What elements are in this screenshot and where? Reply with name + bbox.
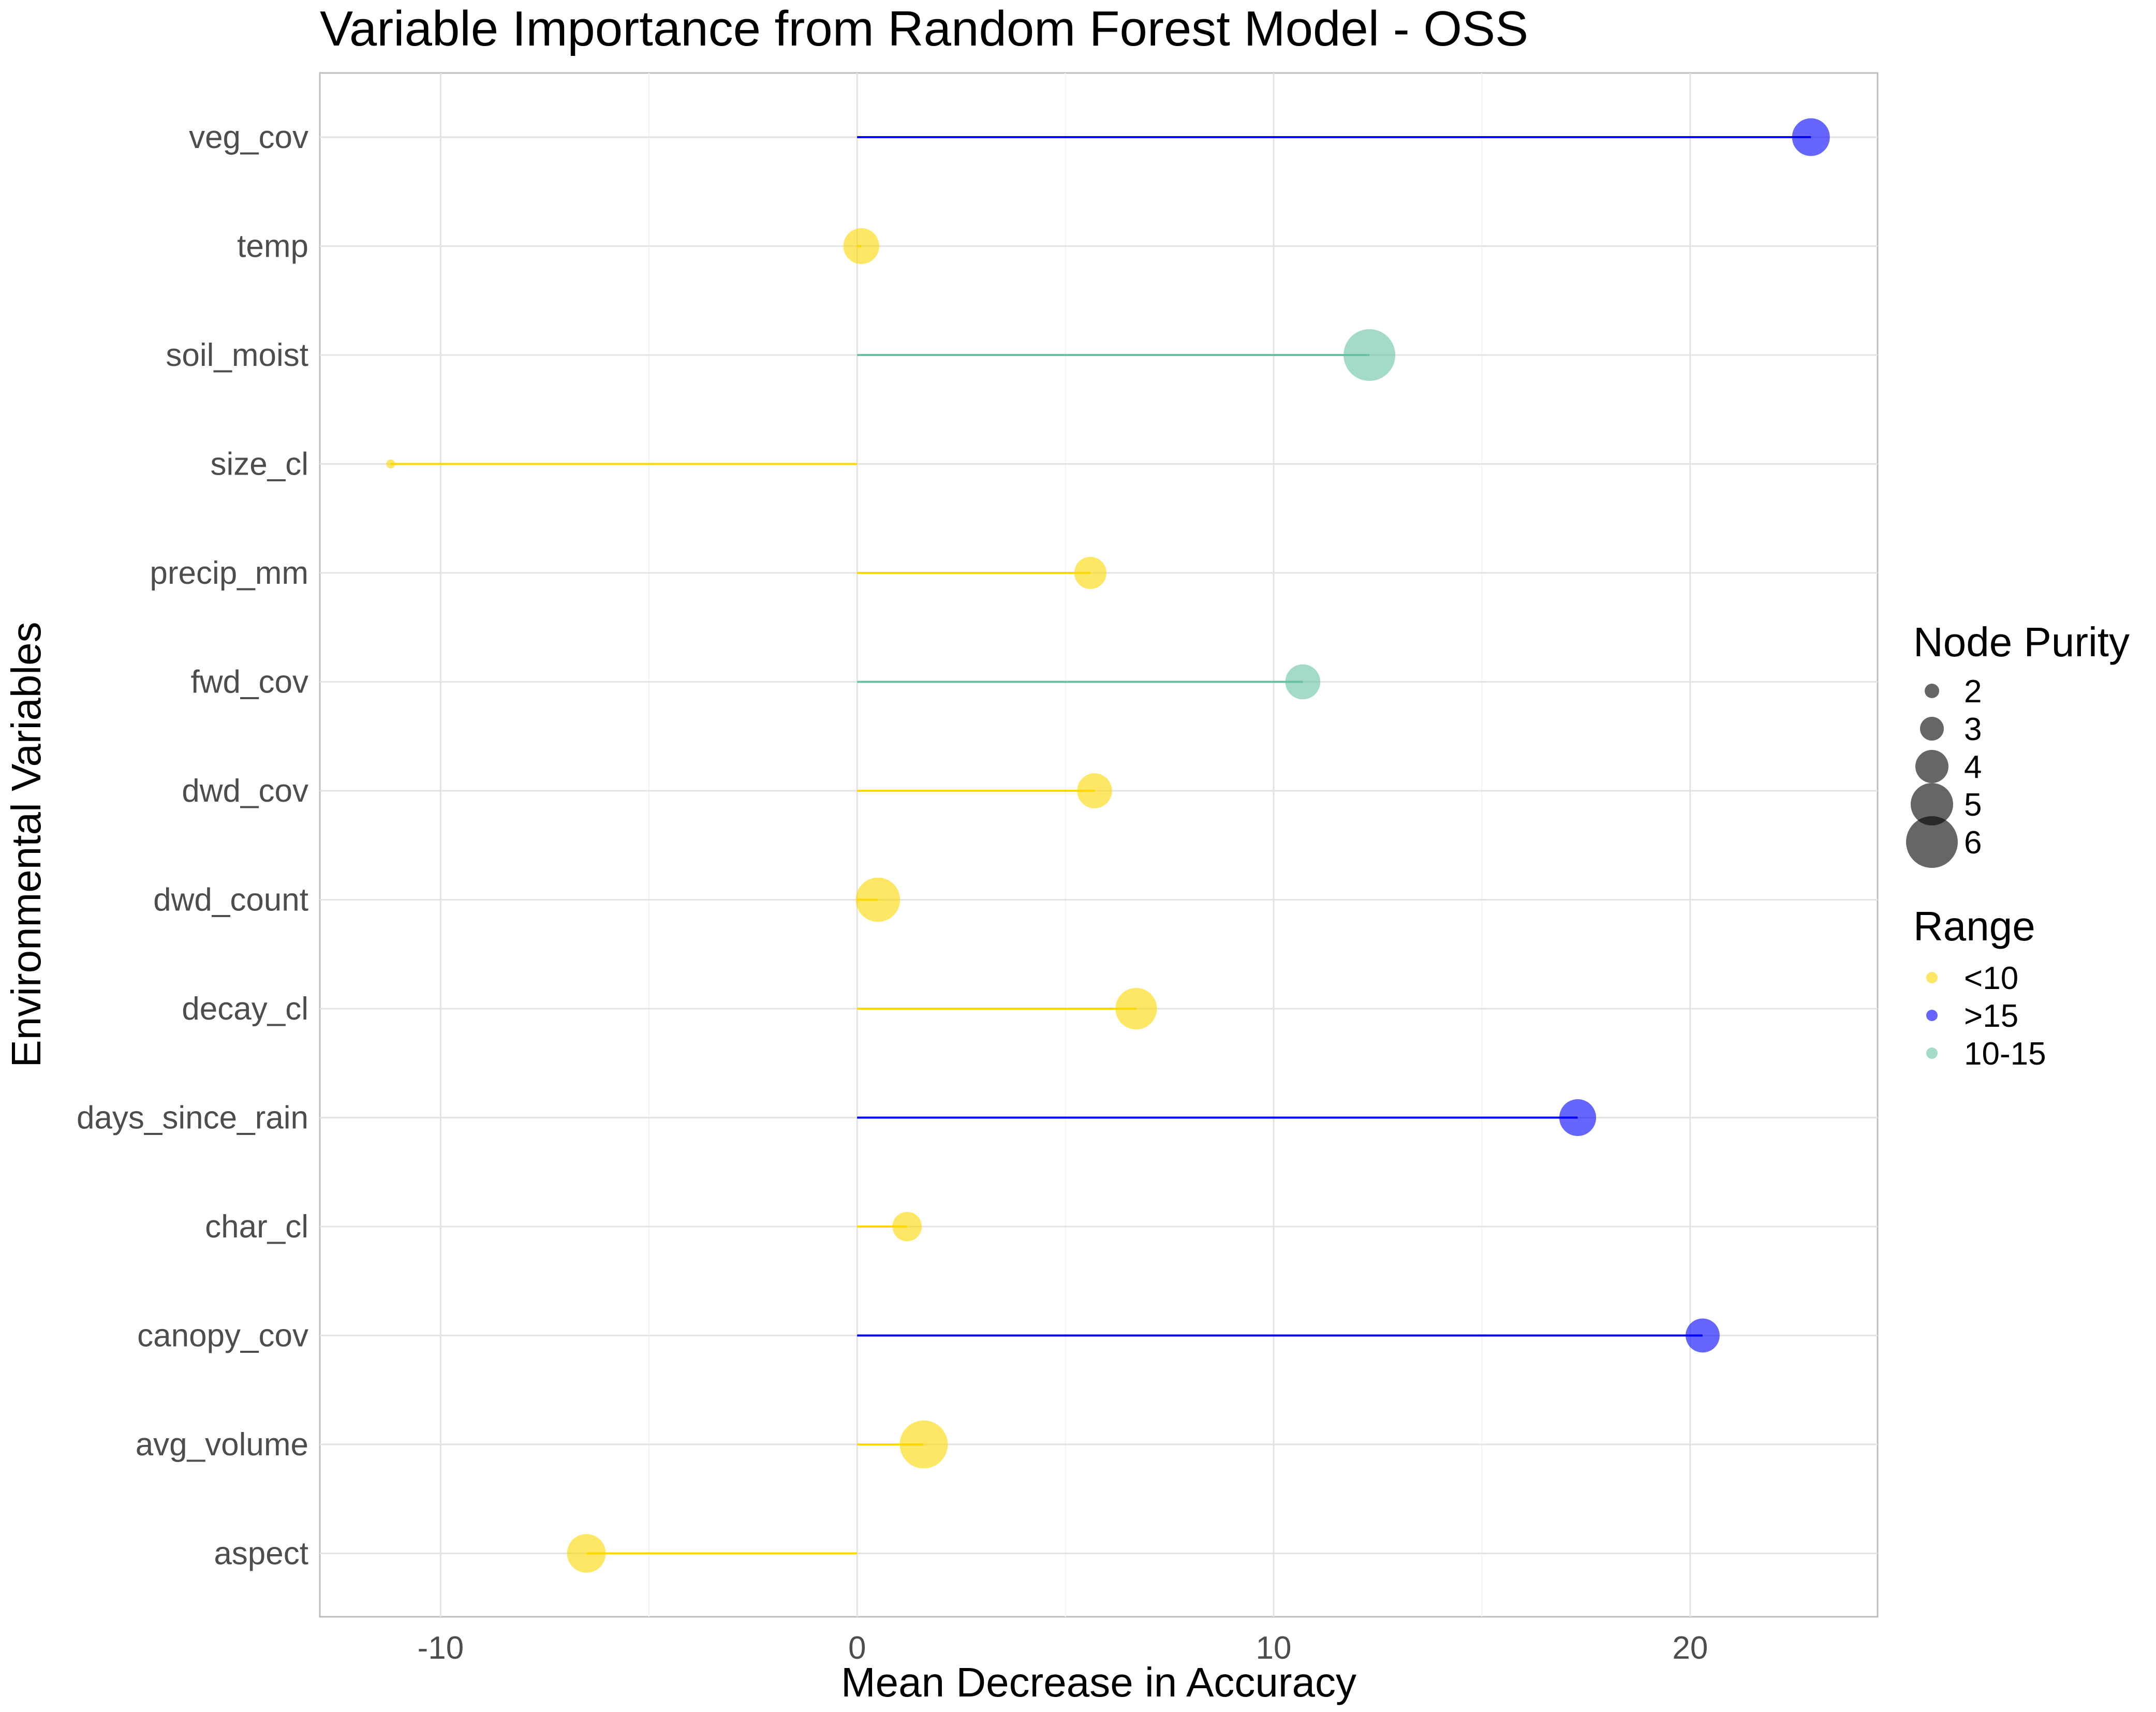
lollipop-point [843, 228, 879, 264]
lollipop-point [855, 877, 900, 922]
y-tick-label: precip_mm [150, 555, 308, 591]
legend-size-label: 6 [1964, 825, 1982, 861]
legend-range-label: >15 [1964, 998, 2018, 1034]
legend-size-label: 3 [1964, 712, 1982, 747]
legend-size-label: 4 [1964, 749, 1982, 785]
y-tick-label: canopy_cov [137, 1318, 308, 1354]
lollipop-point [1115, 987, 1157, 1030]
legend-size-key [1911, 783, 1953, 825]
y-tick-label: aspect [214, 1536, 308, 1572]
plot-panel [319, 72, 1879, 1618]
y-tick-label: avg_volume [136, 1427, 308, 1463]
y-axis-title: Environmental Variables [3, 622, 49, 1067]
lollipop-point [892, 1212, 922, 1242]
x-tick-label: 20 [1672, 1630, 1708, 1666]
lollipop-point [567, 1534, 606, 1573]
legend-range-key [1926, 1047, 1938, 1059]
legend-size-key [1925, 684, 1939, 698]
legend-size-key [1906, 816, 1958, 868]
lollipop-point [1792, 118, 1830, 156]
lollipop-point [1285, 664, 1321, 700]
y-tick-label: fwd_cov [191, 665, 308, 700]
y-tick-label: soil_moist [166, 337, 308, 373]
y-tick-label: temp [237, 229, 308, 264]
legend-size-key [1915, 750, 1948, 783]
legend-range-label: <10 [1964, 961, 2018, 996]
lollipop-point [1074, 556, 1107, 589]
x-axis-tick-labels: -10 0 10 20 [418, 1630, 1708, 1666]
legend-size-title: Node Purity [1913, 619, 2130, 665]
y-tick-label: veg_cov [189, 120, 308, 155]
legend-size-key [1920, 717, 1944, 741]
y-tick-label: dwd_count [153, 882, 308, 918]
lollipop-point [386, 459, 395, 469]
lollipop-point [1077, 773, 1112, 808]
legend-range-key [1926, 972, 1938, 983]
x-axis-title: Mean Decrease in Accuracy [841, 1659, 1356, 1705]
y-tick-label: days_since_rain [77, 1100, 308, 1136]
legend-range-label: 10-15 [1964, 1036, 2046, 1072]
lollipop-point [1559, 1099, 1597, 1137]
lollipop-point [1343, 329, 1396, 381]
x-tick-label: 0 [848, 1630, 866, 1666]
y-tick-label: dwd_cov [182, 773, 308, 809]
chart-title: Variable Importance from Random Forest M… [320, 1, 1528, 56]
legend-size-label: 2 [1964, 674, 1982, 710]
y-tick-label: decay_cl [182, 991, 308, 1027]
legend-size-label: 5 [1964, 787, 1982, 823]
x-tick-label: -10 [418, 1630, 464, 1666]
lollipop-points [386, 118, 1830, 1573]
lollipop-point [899, 1420, 948, 1469]
x-tick-label: 10 [1256, 1630, 1292, 1666]
legend-range-key [1926, 1010, 1938, 1021]
y-tick-label: size_cl [210, 447, 308, 482]
y-tick-label: char_cl [205, 1209, 308, 1245]
lollipop-point [1686, 1318, 1720, 1353]
legend-range-title: Range [1913, 903, 2035, 949]
